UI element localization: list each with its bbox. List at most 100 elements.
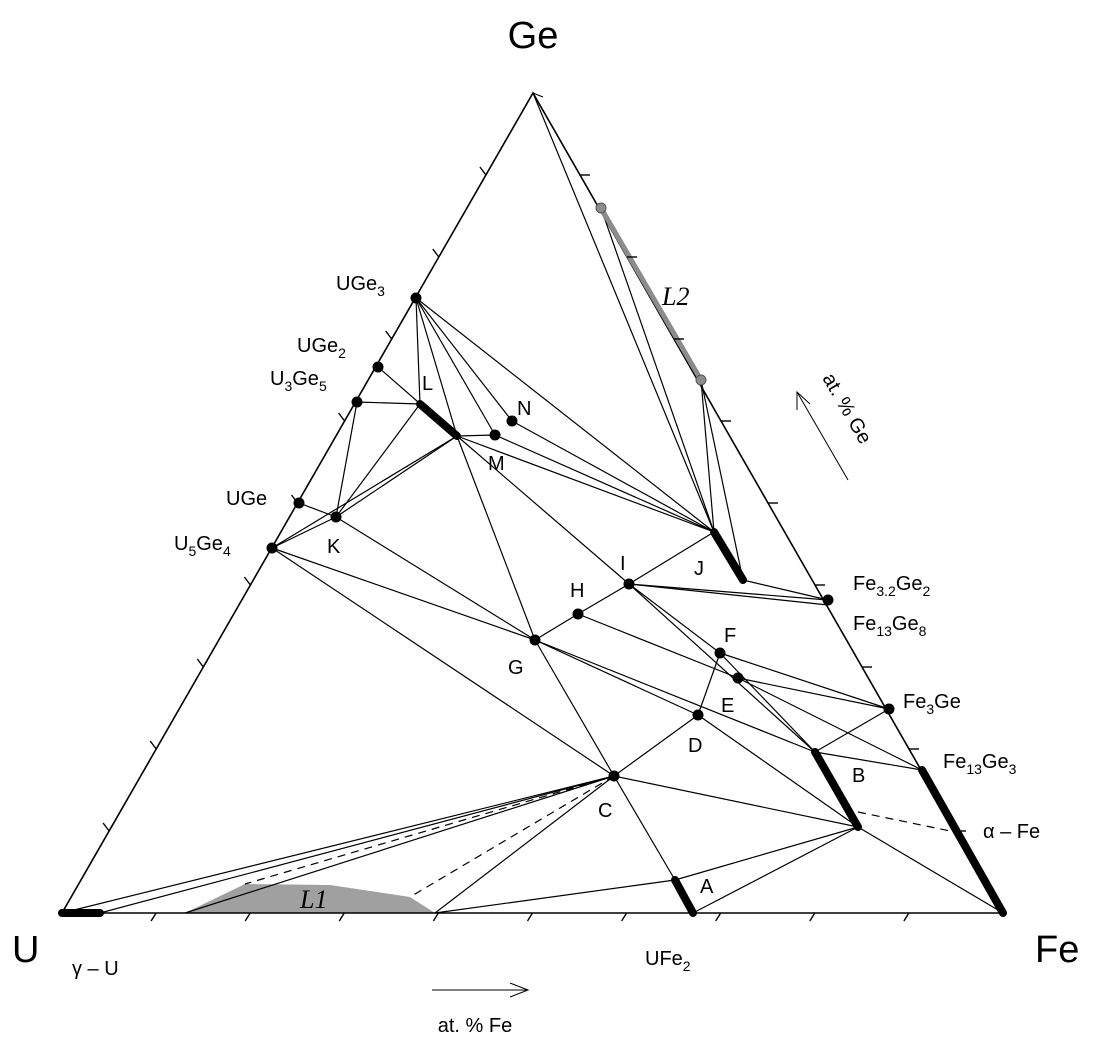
solution-label: γ – U [72,958,119,980]
tick [149,740,157,750]
tie-line [434,879,676,914]
phase-label-part: Fe [853,573,876,595]
vertex-label: Ge [508,15,559,57]
tick [243,576,251,586]
tie-line [742,579,829,601]
tick [432,912,439,922]
point [692,709,704,721]
phase-labels: UGe3UGe2U3Ge5UGeU5Ge4Fe3.2Ge2Fe13Ge8Fe3G… [174,273,1017,974]
point [608,770,620,782]
phase-label-part: Ge [196,533,223,555]
region-label: C [598,800,612,822]
point [732,672,744,684]
phase-label-part: U [174,533,188,555]
tie-line [697,714,859,828]
phase-label: U3Ge5 [270,368,327,394]
phase-label-part: Ge [892,613,919,635]
tie-line [271,547,536,641]
tie-line [184,775,615,914]
phase-label: UFe2 [645,948,691,974]
phase-label: UGe3 [336,273,385,299]
point [489,429,501,441]
phase-label-part: Fe [943,751,966,773]
tick [526,912,534,922]
tick [479,166,487,176]
tie-line [456,435,536,641]
phase-label-part: 2 [683,958,691,974]
vertex-label: U [12,929,39,971]
phase-label-part: Ge [896,573,923,595]
phase-label: UGe [226,488,267,510]
tie-line [456,435,715,533]
points [266,202,895,782]
tie-line [628,583,829,606]
tie-line [692,826,859,914]
point [506,415,518,427]
tick [102,822,110,832]
phase-label: UGe2 [297,335,346,361]
phase-label-part: 3 [284,378,292,394]
tie-line [494,434,715,533]
phase-label-part: Ge [934,691,961,713]
tie-line [456,435,630,585]
tie-line [298,502,337,518]
phase-label-part: UGe [336,273,377,295]
tie-line [628,531,715,585]
tie-line [415,297,496,436]
tie-line [737,677,923,771]
region-labels: A B C DE F G H I J K L M N [327,373,865,898]
phase-label-part: 13 [966,761,982,777]
tie-line [577,583,630,615]
arrow-head [509,982,530,998]
phase-label-part: 3 [926,701,934,717]
region-label: K [327,536,341,558]
region-label: D [688,735,702,757]
dashed-tie-line [857,811,961,834]
phase-label-part: Fe [903,691,926,713]
phase-label-part: 3.2 [876,583,896,599]
tie-line [335,401,358,518]
region-label: A [700,876,714,898]
tie-line [534,639,615,777]
tie-line [415,297,513,422]
vertex-label: Fe [1035,929,1079,971]
tick [621,912,628,922]
phase-label-part: 5 [319,378,327,394]
dashed-tie-line [409,775,615,898]
point [595,202,607,214]
triangle [60,91,1005,914]
tie-line [577,613,739,679]
phase-label: Fe3Ge [903,691,961,717]
tick [385,330,393,340]
phase-label: Fe13Ge8 [853,613,927,639]
tie-line [628,583,721,654]
axis-label: at. % Ge [818,370,876,448]
liquid-region [185,884,435,913]
point [372,361,384,373]
region-label: B [852,765,865,787]
tick [290,494,299,504]
tick [809,912,816,922]
point [410,292,422,304]
tie-line [737,677,890,710]
region-label: H [570,580,584,602]
point [351,396,363,408]
phase-label-part: 3 [1009,761,1017,777]
point [330,511,342,523]
tie-line [434,775,615,914]
tie-line [534,639,816,753]
tie-line [700,379,715,533]
arrow [796,391,849,481]
labels: Ge U Fe at. % Fe at. % Ge γ – U α – Fe L… [12,15,1079,1037]
phase-label-part: Ge [292,368,319,390]
region-label: L [422,373,433,395]
region-label: I [620,553,626,575]
phase-label-part: UGe [297,335,338,357]
arrow-head [796,390,811,410]
tie-line [857,826,1004,914]
tie-line [719,652,816,753]
tie-line [697,652,721,716]
tie-line [335,435,458,518]
region-label: M [488,453,505,475]
